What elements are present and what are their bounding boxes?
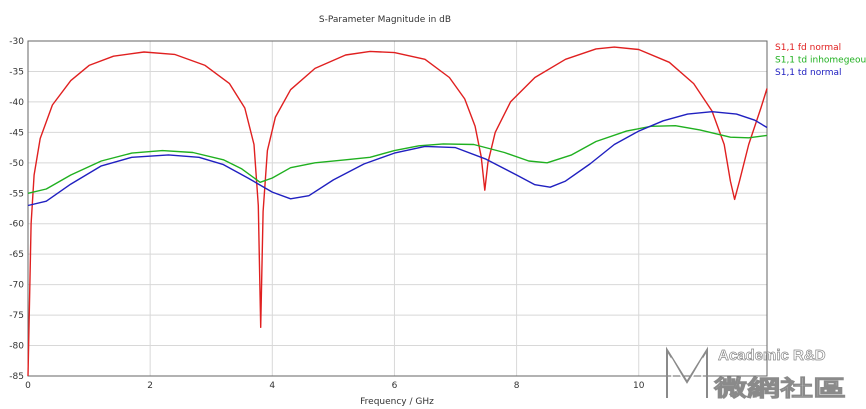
watermark-text-cn: 微網社區 — [713, 376, 846, 402]
y-tick-label: -60 — [9, 220, 24, 230]
series-layer — [27, 46, 768, 377]
legend-entry-3: S1,1 td normal — [775, 68, 842, 78]
y-tick-label: -75 — [9, 311, 24, 321]
y-tick-label: -35 — [9, 67, 24, 77]
y-tick-label: -40 — [9, 98, 24, 108]
plot-area — [27, 40, 768, 377]
x-tick-label: 10 — [633, 381, 645, 391]
series-line-2 — [27, 125, 768, 194]
x-tick-label: 2 — [147, 381, 153, 391]
series-line-3 — [27, 111, 768, 207]
x-axis-label: Frequency / GHz — [360, 397, 434, 407]
y-tick-label: -50 — [9, 159, 24, 169]
x-tick-label: 8 — [514, 381, 520, 391]
watermark-text-en: Academic R&D — [718, 347, 826, 364]
y-tick-label: -70 — [9, 281, 24, 291]
y-tick-label: -45 — [9, 128, 24, 138]
x-tick-label: 4 — [269, 381, 275, 391]
series-line-1 — [27, 46, 768, 377]
y-tick-label: -85 — [9, 372, 24, 382]
legend: S1,1 fd normal S1,1 td inhomegeous S1,1 td… — [775, 43, 866, 78]
y-tick-label: -55 — [9, 189, 24, 199]
chart-grid — [27, 40, 767, 377]
watermark-logo-icon — [666, 346, 708, 398]
x-tick-label: 0 — [25, 381, 31, 391]
legend-entry-1: S1,1 fd normal — [775, 43, 841, 53]
watermark: Academic R&D 微網社區 — [666, 346, 846, 402]
x-tick-label: 6 — [392, 381, 398, 391]
y-tick-label: -30 — [9, 37, 24, 47]
y-axis: -30 -35 -40 -45 -50 -55 -60 -65 -70 -75 -80 -85 — [9, 37, 24, 382]
x-axis: 0 2 4 6 8 10 — [25, 381, 645, 391]
chart-title: S-Parameter Magnitude in dB — [319, 15, 451, 25]
y-tick-label: -80 — [9, 342, 24, 352]
y-tick-label: -65 — [9, 250, 24, 260]
legend-entry-2: S1,1 td inhomegeous — [775, 56, 866, 66]
